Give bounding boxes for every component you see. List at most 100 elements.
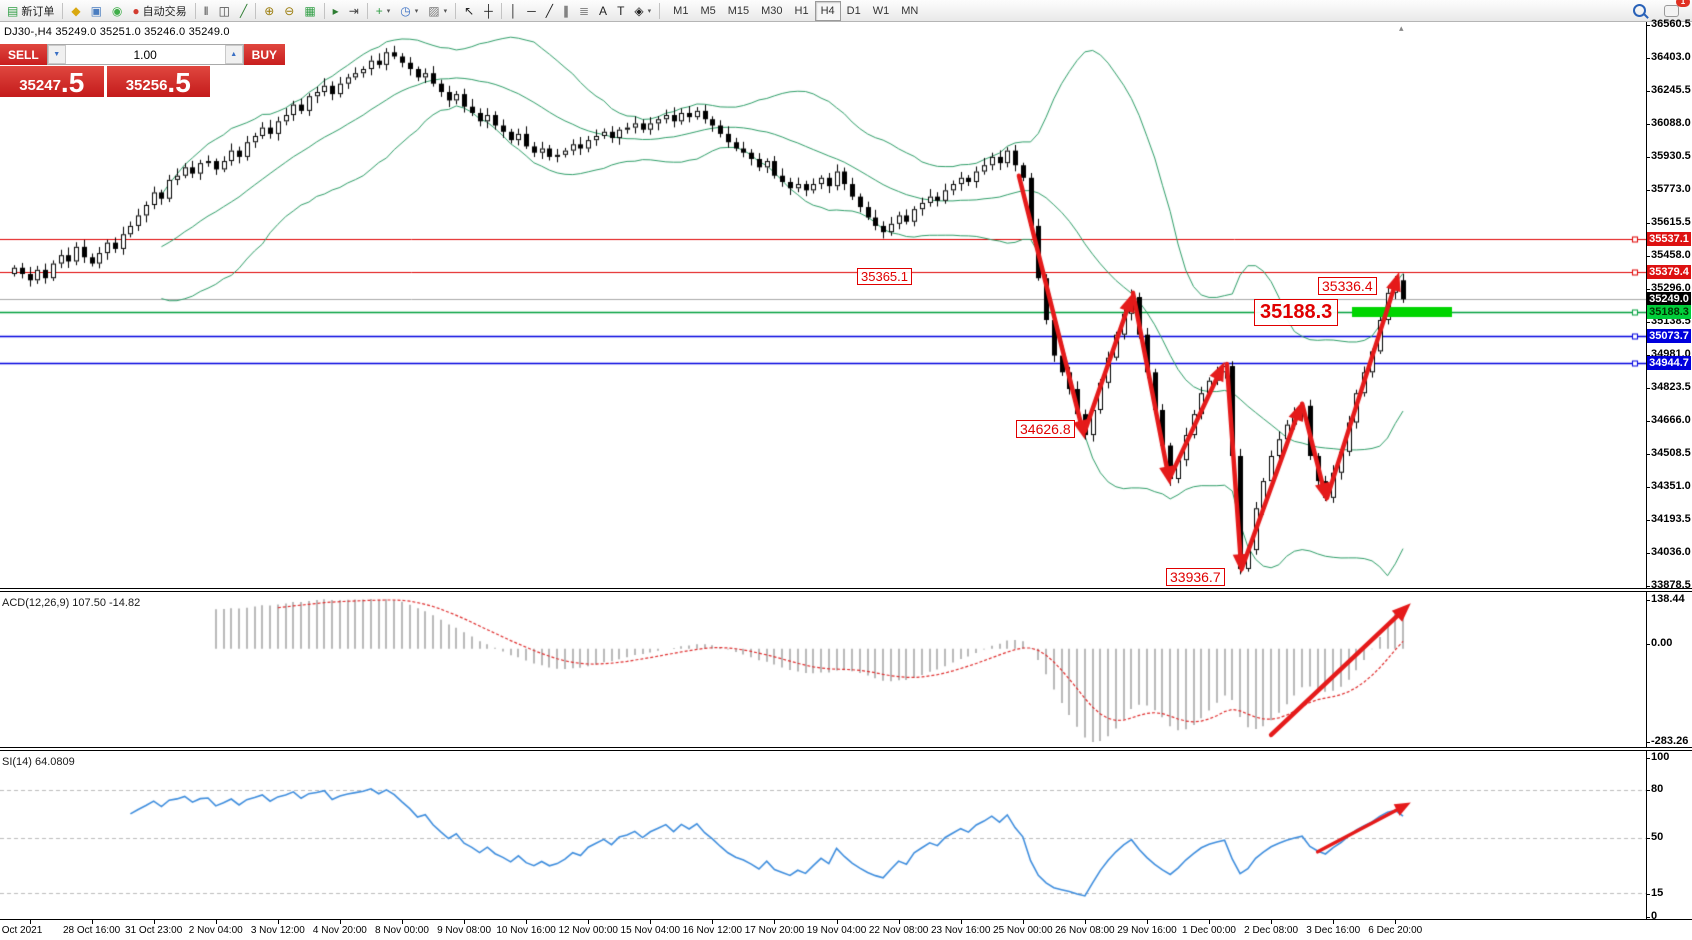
timeframe-button-mn[interactable]: MN (901, 4, 919, 17)
timeframe-button-h1[interactable]: H1 (794, 4, 809, 17)
search-button[interactable] (1628, 1, 1651, 21)
zoom-in-button[interactable]: ⊕ (259, 1, 279, 21)
timeframe-button-w1[interactable]: W1 (872, 4, 890, 17)
time-axis-tick (712, 920, 714, 924)
price-axis-tick: 34036.0 (1646, 546, 1691, 558)
crosshair-icon: ┼ (484, 3, 493, 18)
macd-indicator-canvas[interactable] (0, 593, 1646, 747)
bar-chart-icon: ‖ (203, 3, 209, 18)
auto-scroll-icon: ▸ (332, 3, 339, 18)
vertical-line-button[interactable]: │ (505, 1, 523, 21)
new-order-button[interactable]: ▤ 新订单 (2, 1, 59, 21)
toolbar-separator (194, 2, 196, 19)
timeframe-toolbar: M1 M5 M15 M30 H1 H4 D1 W1 MN (667, 0, 924, 21)
time-axis-tick (29, 920, 31, 924)
crosshair-button[interactable]: ┼ (479, 1, 498, 21)
text-button[interactable]: A (594, 1, 612, 21)
macd-axis-tick: 138.44 (1646, 593, 1685, 605)
price-axis-tick: 34508.5 (1646, 447, 1691, 459)
price-axis-tick: 34823.5 (1646, 381, 1691, 393)
cursor-button[interactable]: ↖ (459, 1, 479, 21)
timeframe-button-m30[interactable]: M30 (761, 4, 783, 17)
time-axis[interactable]: Oct 2021 28 Oct 16:00 31 Oct 23:00 2 Nov 04… (0, 919, 1692, 940)
line-chart-button[interactable]: ╱ (235, 1, 252, 21)
trade-panel-buttons-row: SELL ▼ ▲ BUY (0, 44, 286, 65)
time-axis-label: 22 Nov 08:00 (868, 925, 929, 936)
candlestick-chart-button[interactable]: ◫ (214, 1, 235, 21)
signals-button[interactable]: ◉ (107, 1, 127, 21)
dropdown-arrow-icon: ▾ (443, 7, 448, 15)
fibonacci-icon: ≣ (578, 3, 590, 18)
sell-button[interactable]: SELL (0, 44, 47, 65)
rsi-indicator-canvas[interactable] (0, 752, 1646, 919)
notification-badge: 1 (1676, 0, 1690, 7)
fibonacci-button[interactable]: ≣ (574, 1, 594, 21)
timeframe-button-m5[interactable]: M5 (700, 4, 716, 17)
horizontal-line-icon: ─ (527, 3, 536, 18)
arrows-tool-icon: ◈ (634, 3, 644, 18)
price-axis-tick: 34193.5 (1646, 513, 1691, 525)
time-axis-tick (1271, 920, 1273, 924)
horizontal-line-button[interactable]: ─ (522, 1, 541, 21)
buy-price[interactable]: 35256.5 (106, 66, 210, 98)
price-axis-tick: 35296.0 (1646, 282, 1691, 294)
time-axis-tick (339, 920, 341, 924)
time-axis-tick (836, 920, 838, 924)
time-axis-label: Oct 2021 (1, 925, 43, 936)
axis-price-label: 34944.7 (1647, 356, 1691, 370)
indicators-button[interactable]: + ▾ (371, 1, 396, 21)
panel-divider[interactable] (0, 747, 1692, 751)
trendline-button[interactable]: ╱ (541, 1, 558, 21)
notifications-button[interactable]: 1 (1659, 0, 1690, 21)
tile-windows-button[interactable]: ▦ (299, 1, 320, 21)
timeframe-button-m1[interactable]: M1 (673, 4, 689, 17)
panel-divider[interactable] (0, 588, 1692, 592)
text-label-button[interactable]: T (612, 1, 629, 21)
rsi-axis-tick: 80 (1645, 783, 1664, 795)
sell-price[interactable]: 35247.5 (0, 66, 104, 97)
time-axis-tick (1022, 920, 1024, 924)
message-bubble-icon (1664, 4, 1679, 17)
time-axis-label: 8 Nov 00:00 (375, 925, 429, 936)
rsi-axis-tick: 0 (1645, 910, 1658, 922)
price-callout-major: 35188.3 (1254, 299, 1339, 326)
toolbar-separator (255, 2, 257, 19)
volume-increase-button[interactable]: ▲ (224, 45, 243, 64)
vertical-line-icon: │ (509, 3, 518, 18)
periods-button[interactable]: ◷ ▾ (395, 1, 423, 21)
time-axis-label: 16 Nov 12:00 (682, 925, 743, 936)
time-axis-label: 31 Oct 23:00 (125, 925, 183, 936)
templates-button[interactable]: ▨ ▾ (423, 1, 452, 21)
volume-stepper: ▼ ▲ (46, 44, 244, 65)
main-chart-canvas[interactable] (0, 22, 1646, 588)
price-axis-tick: 36088.0 (1646, 117, 1691, 129)
time-axis-tick (1084, 920, 1086, 924)
buy-price-pips: .5 (167, 67, 191, 98)
buy-button[interactable]: BUY (243, 44, 286, 65)
bar-chart-button[interactable]: ‖ (199, 1, 214, 21)
trendline-icon: ╱ (545, 3, 553, 18)
new-chart-button[interactable]: ▣ (86, 1, 107, 21)
volume-input[interactable] (65, 45, 225, 64)
time-axis-tick (960, 920, 962, 924)
zoom-out-button[interactable]: ⊖ (279, 1, 299, 21)
dropdown-arrow-icon: ▾ (647, 7, 652, 15)
auto-scroll-button[interactable]: ▸ (328, 1, 344, 21)
chart-shift-button[interactable]: ⇥ (344, 1, 364, 21)
line-chart-icon: ╱ (239, 3, 248, 18)
time-axis-tick (588, 920, 590, 924)
arrows-tool-button[interactable]: ◈ ▾ (629, 1, 656, 21)
axis-price-label: 35188.3 (1647, 305, 1691, 319)
dropdown-arrow-icon: ▾ (414, 7, 419, 15)
price-callout: 35365.1 (857, 268, 912, 285)
timeframe-button-h4[interactable]: H4 (814, 0, 841, 21)
time-axis-tick (774, 920, 776, 924)
autotrading-button[interactable]: ● 自动交易 (127, 1, 191, 21)
rsi-indicator-label: SI(14) 64.0809 (2, 756, 75, 768)
chart-shift-marker: ▴ (1399, 23, 1404, 33)
timeframe-button-m15[interactable]: M15 (727, 4, 750, 17)
equidistant-channel-button[interactable]: ∥ (558, 1, 574, 21)
styler-button[interactable]: ◆ (66, 1, 85, 21)
volume-decrease-button[interactable]: ▼ (47, 45, 66, 64)
timeframe-button-d1[interactable]: D1 (846, 4, 861, 17)
